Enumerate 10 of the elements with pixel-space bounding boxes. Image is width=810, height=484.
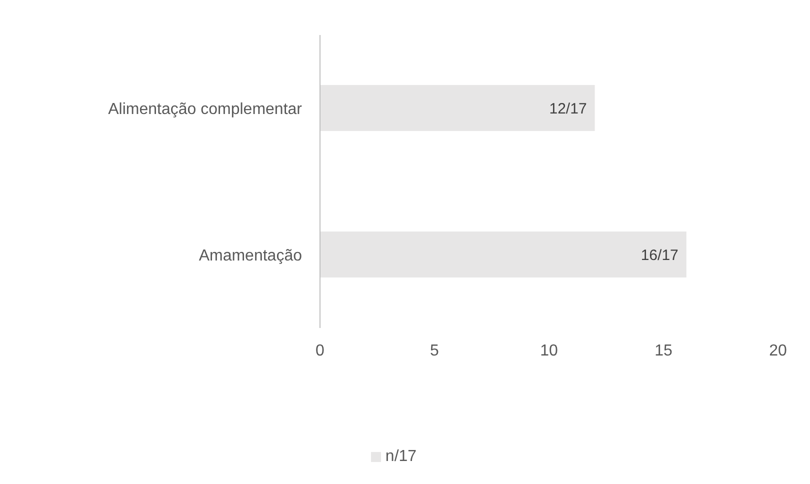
- data-label: 12/17: [549, 100, 587, 118]
- y-tick-label: Alimentação complementar: [108, 100, 303, 118]
- x-tick-label: 20: [769, 342, 787, 360]
- legend-label: n/17: [385, 448, 417, 465]
- y-tick-label: Amamentação: [198, 247, 302, 264]
- x-tick-label: 0: [316, 342, 325, 360]
- x-tick-label: 15: [654, 342, 672, 360]
- data-label: 16/17: [640, 246, 678, 264]
- x-tick-label: 5: [430, 342, 440, 360]
- x-tick-label: 10: [540, 342, 558, 360]
